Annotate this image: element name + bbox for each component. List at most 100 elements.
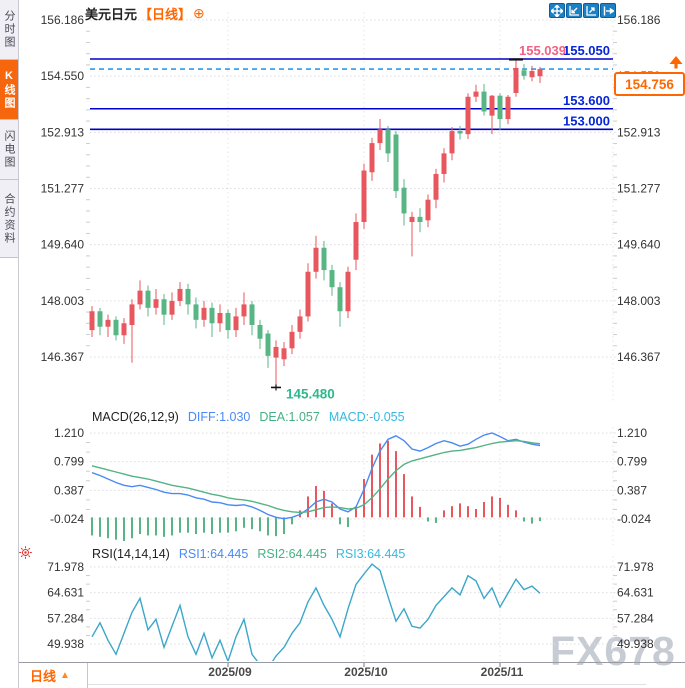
macd-histogram-bar <box>507 504 509 518</box>
candle-body <box>305 271 311 317</box>
indicator-settings-sun-icon[interactable] <box>19 546 32 564</box>
y-axis-label-left: 71.978 <box>47 560 84 574</box>
macd-diff-value: DIFF:1.030 <box>187 410 251 424</box>
current-price-box: 154.756 <box>614 72 685 96</box>
candle-body <box>393 134 399 192</box>
macd-histogram-bar <box>419 506 421 518</box>
x-tick-2025-10: 2025/10 <box>344 665 388 679</box>
macd-histogram-bar <box>147 517 149 536</box>
macd-histogram-bar <box>363 478 365 518</box>
macd-histogram-bar <box>179 517 181 533</box>
y-axis-label-right: 64.631 <box>617 586 654 600</box>
macd-histogram-bar <box>259 517 261 532</box>
macd-histogram-bar <box>219 517 221 533</box>
rsi-layer <box>91 563 541 661</box>
macd-histogram-bar <box>307 496 309 518</box>
x-axis-ticks <box>227 663 501 667</box>
candle-body <box>217 312 223 324</box>
macd-histogram-bar <box>275 517 277 537</box>
candle-body <box>225 312 231 331</box>
price-annotations: 155.039 145.480 <box>271 43 566 401</box>
candle-body <box>505 96 511 120</box>
candle-body <box>105 319 111 327</box>
y-axis-label-right: 152.913 <box>617 125 661 139</box>
candle-body <box>321 247 327 271</box>
sidebar-tab-kline[interactable]: K线图 <box>0 60 18 120</box>
y-axis-label-left: 151.277 <box>41 182 85 196</box>
x-tick-2025-09: 2025/09 <box>208 665 252 679</box>
chart-header: 美元日元 【日线】 ⊕ <box>85 3 205 23</box>
macd-histogram-bar <box>123 517 125 542</box>
zoom-out-chart-icon[interactable] <box>566 3 582 18</box>
y-axis-label-right: 49.938 <box>617 637 654 651</box>
y-axis-label-right: 0.387 <box>617 483 647 497</box>
y-axis-label-right: 151.277 <box>617 182 661 196</box>
candle-body <box>337 287 343 312</box>
macd-histogram-bar <box>323 490 325 518</box>
candle-body <box>273 346 279 358</box>
y-axis-label-left: 156.186 <box>41 13 85 27</box>
candle-body <box>513 67 519 93</box>
macd-histogram-bar <box>355 506 357 518</box>
candle-body <box>401 187 407 214</box>
macd-dea-line <box>91 439 541 514</box>
candle-body <box>233 316 239 331</box>
macd-histogram-bar <box>283 517 285 535</box>
candle-body <box>473 91 479 97</box>
candle-body <box>329 270 335 288</box>
y-axis-label-right: 71.978 <box>617 560 654 574</box>
rsi3-value: RSI3:64.445 <box>335 547 406 561</box>
macd-histogram-bar <box>99 517 101 537</box>
candle-body <box>377 129 383 144</box>
rsi2-value: RSI2:64.445 <box>257 547 327 561</box>
macd-histogram-bar <box>411 496 413 518</box>
candle-body <box>297 316 303 332</box>
period-label: 日线 <box>30 669 57 684</box>
macd-histogram-bar <box>267 517 269 536</box>
y-axis-label-left: 149.640 <box>41 238 85 252</box>
macd-histogram-bar <box>163 517 165 537</box>
candle-body <box>433 173 439 200</box>
candle-body <box>353 222 359 260</box>
candle-body <box>361 170 367 223</box>
y-axis-label-left: -0.024 <box>50 512 84 526</box>
candle-body <box>193 304 199 320</box>
candle-body <box>89 311 95 331</box>
y-axis-label-right: 1.210 <box>617 426 647 440</box>
y-axis-label-left: 0.799 <box>54 455 84 469</box>
macd-histogram-bar <box>155 517 157 536</box>
candle-body <box>369 143 375 173</box>
sidebar-tab-timeline[interactable]: 分时图 <box>0 0 18 60</box>
move-crosshair-icon[interactable] <box>549 3 565 18</box>
macd-histogram-bar <box>243 517 245 528</box>
macd-histogram-bar <box>203 517 205 533</box>
rsi-params: RSI(14,14,14) <box>92 547 170 561</box>
symbol-title: 美元日元 <box>85 6 138 22</box>
y-axis-label-left: 49.938 <box>47 637 84 651</box>
candle-body <box>265 333 271 356</box>
rsi-line <box>91 563 541 661</box>
macd-histogram-bar <box>523 517 525 522</box>
candle-body <box>457 131 463 134</box>
period-selector[interactable]: 日线 ▲ <box>18 663 88 688</box>
sidebar-tab-contract-info[interactable]: 合约资料 <box>0 180 18 258</box>
candle-body <box>481 91 487 112</box>
y-axis-label-right: -0.024 <box>617 512 651 526</box>
zoom-in-chart-icon[interactable] <box>583 3 599 18</box>
candle-body <box>185 288 191 305</box>
macd-histogram-bar <box>339 517 341 525</box>
macd-histogram-bar <box>379 443 381 518</box>
pan-right-icon[interactable] <box>600 3 616 18</box>
macd-histogram-bar <box>91 517 93 536</box>
y-axis-label-left: 57.284 <box>47 611 84 625</box>
macd-histogram-bar <box>371 454 373 518</box>
circled-plus-icon[interactable]: ⊕ <box>193 5 205 21</box>
sidebar-tab-lightning[interactable]: 闪电图 <box>0 120 18 180</box>
support-line-label: 153.600 <box>563 93 610 108</box>
macd-histogram-bar <box>451 506 453 518</box>
candle-body <box>385 129 391 154</box>
macd-histogram-bar <box>291 517 293 525</box>
macd-histogram-bar <box>499 497 501 518</box>
candle-body <box>417 216 423 223</box>
